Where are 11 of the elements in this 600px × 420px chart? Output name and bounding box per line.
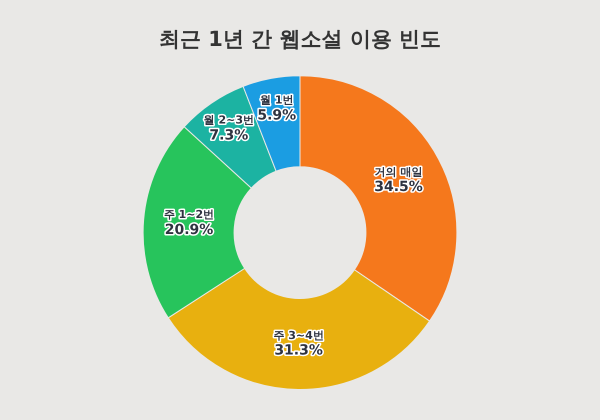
slice-label: 거의 매일: [374, 165, 422, 178]
chart-title: 최근 1년 간 웹소설 이용 빈도: [158, 27, 442, 52]
data-label: 34.5%: [374, 179, 423, 196]
data-label: 5.9%: [257, 107, 296, 124]
data-label: 7.3%: [209, 127, 248, 144]
slice-label: 주 1~2번: [164, 208, 214, 222]
data-label: 31.3%: [274, 342, 323, 359]
data-label: 20.9%: [164, 222, 214, 238]
slice-label: 월 1번: [260, 94, 294, 107]
slice-label: 월 2~3번: [204, 114, 254, 127]
slice-label: 주 3~4번: [273, 328, 324, 342]
